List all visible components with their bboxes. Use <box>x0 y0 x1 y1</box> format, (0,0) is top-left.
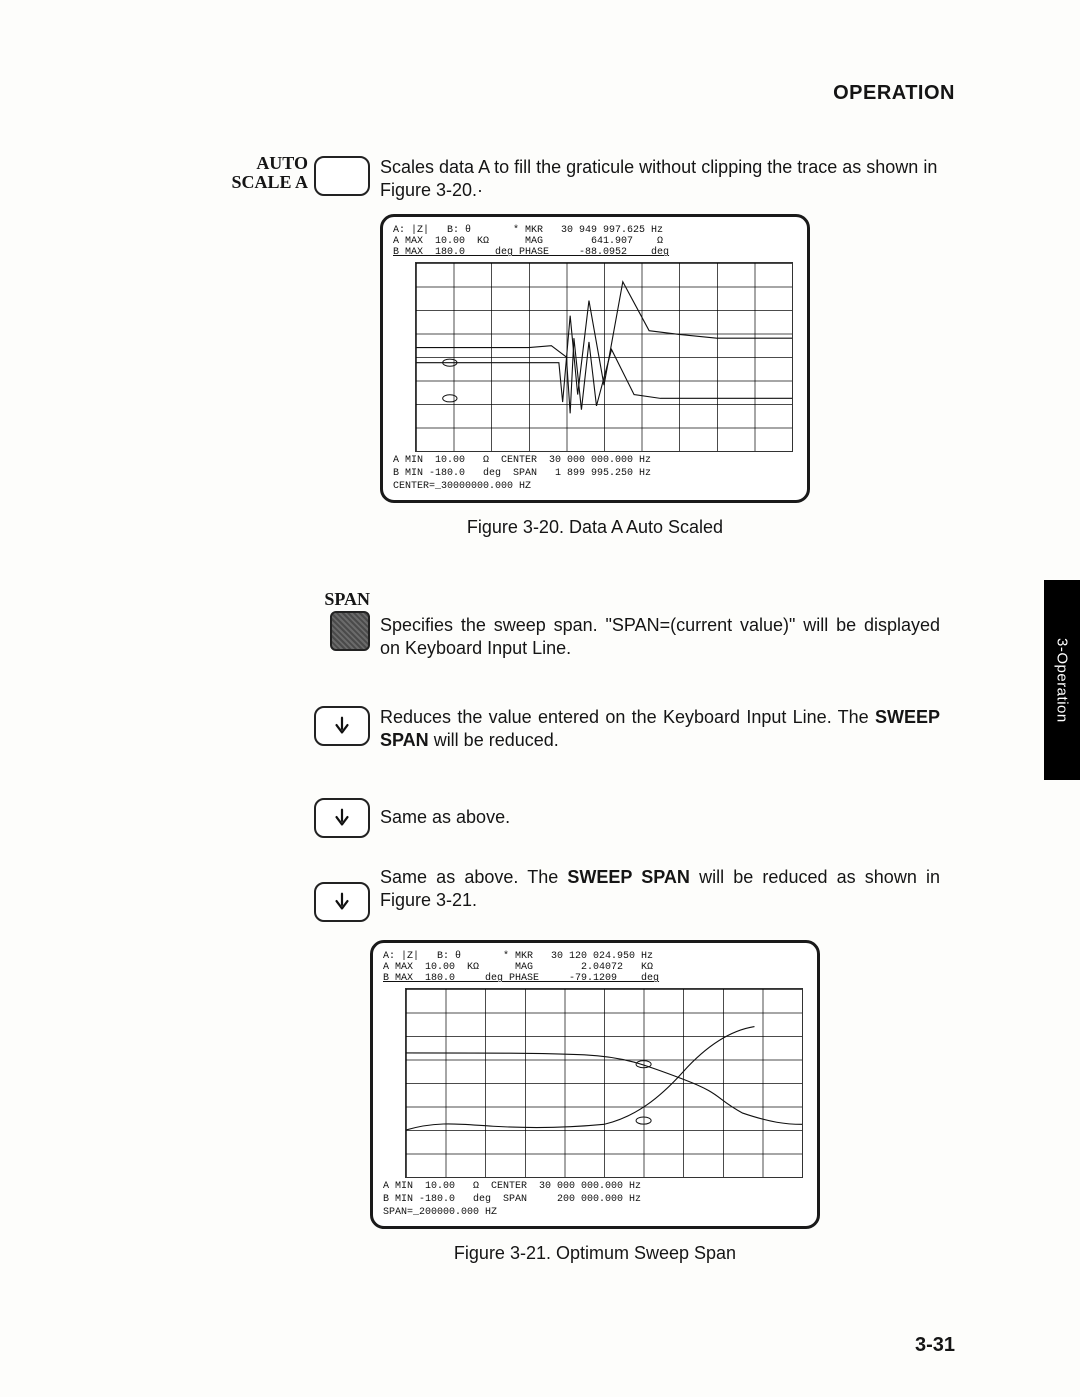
marker-a <box>636 1060 651 1067</box>
scope2-hdr-2: A MAX 10.00 KΩ MAG 2.04072 KΩ <box>383 962 807 973</box>
scope-ftr-3: CENTER=_30000000.000 HZ <box>393 481 797 492</box>
scope2-ftr-1: A MIN 10.00 Ω CENTER 30 000 000.000 Hz <box>383 1181 807 1192</box>
scope-traces <box>416 263 792 451</box>
blank-key-icon <box>314 156 370 196</box>
arrow-down-icon <box>314 798 370 838</box>
scope2-traces <box>406 989 802 1177</box>
scope2-ftr-3: SPAN=_200000.000 HZ <box>383 1207 807 1218</box>
key-label-line1: AUTO <box>231 154 308 173</box>
scope-plot <box>415 262 793 452</box>
scope2-plot-wrap <box>383 988 807 1178</box>
desc-span: Specifies the sweep span. "SPAN=(current… <box>380 614 940 660</box>
desc-down-3-a: Same as above. The <box>380 867 567 887</box>
scope2-ftr-2: B MIN -180.0 deg SPAN 200 000.000 Hz <box>383 1194 807 1205</box>
row-down-2: Same as above. <box>170 798 940 838</box>
desc-down-3: Same as above. The SWEEP SPAN will be re… <box>380 866 940 912</box>
marker-b <box>443 394 457 401</box>
key-down-1 <box>170 706 380 746</box>
scope2-hdr-1: A: |Z| B: θ * MKR 30 120 024.950 Hz <box>383 951 807 962</box>
arrow-down-icon <box>314 882 370 922</box>
trace-a <box>416 281 792 401</box>
scope-3-21: A: |Z| B: θ * MKR 30 120 024.950 Hz A MA… <box>370 940 820 1229</box>
caption-3-21: Figure 3-21. Optimum Sweep Span <box>370 1243 820 1264</box>
scope2-plot <box>405 988 803 1178</box>
page: OPERATION 3-Operation AUTO SCALE A Scale… <box>0 0 1080 1397</box>
section-header: OPERATION <box>833 82 955 105</box>
key-span: SPAN <box>170 590 380 651</box>
row-down-3: Same as above. The SWEEP SPAN will be re… <box>170 866 940 922</box>
key-down-3 <box>170 882 380 922</box>
scope-ftr-1: A MIN 10.00 Ω CENTER 30 000 000.000 Hz <box>393 455 797 466</box>
page-number: 3-31 <box>915 1334 955 1357</box>
row-auto-scale-a: AUTO SCALE A Scales data A to fill the g… <box>170 156 940 202</box>
marker-b <box>636 1117 651 1124</box>
trace-a <box>406 1052 802 1123</box>
desc-down-1: Reduces the value entered on the Keyboar… <box>380 706 940 752</box>
scope-hdr-2: A MAX 10.00 KΩ MAG 641.907 Ω <box>393 236 797 247</box>
scope-ftr-2: B MIN -180.0 deg SPAN 1 899 995.250 Hz <box>393 468 797 479</box>
trace-b <box>416 338 792 413</box>
key-down-2 <box>170 798 380 838</box>
desc-down-2: Same as above. <box>380 806 940 829</box>
trace-b <box>406 1026 754 1129</box>
row-span: SPAN Specifies the sweep span. "SPAN=(cu… <box>170 590 940 660</box>
arrow-down-icon <box>314 706 370 746</box>
key-auto-scale-a: AUTO SCALE A <box>170 156 380 196</box>
scope2-hdr-3: B MAX 180.0 deg PHASE -79.1209 deg <box>383 973 807 984</box>
scope-hdr-1: A: |Z| B: θ * MKR 30 949 997.625 Hz <box>393 225 797 236</box>
scope-3-20: A: |Z| B: θ * MKR 30 949 997.625 Hz A MA… <box>380 214 810 503</box>
figure-3-20: A: |Z| B: θ * MKR 30 949 997.625 Hz A MA… <box>380 214 810 538</box>
scope-hdr-3: B MAX 180.0 deg PHASE -88.0952 deg <box>393 247 797 258</box>
key-span-label: SPAN <box>324 590 370 609</box>
figure-3-21: A: |Z| B: θ * MKR 30 120 024.950 Hz A MA… <box>370 940 820 1264</box>
desc-auto-scale-a: Scales data A to fill the graticule with… <box>380 156 940 202</box>
caption-3-20: Figure 3-20. Data A Auto Scaled <box>380 517 810 538</box>
dark-key-icon <box>330 611 370 651</box>
scope-plot-wrap <box>393 262 797 452</box>
desc-down-3-bold: SWEEP SPAN <box>567 867 690 887</box>
desc-down-1-a: Reduces the value entered on the Keyboar… <box>380 707 875 727</box>
row-down-1: Reduces the value entered on the Keyboar… <box>170 706 940 752</box>
chapter-tab: 3-Operation <box>1044 580 1080 780</box>
desc-down-1-b: will be reduced. <box>429 730 559 750</box>
key-label-line2: SCALE A <box>231 173 308 192</box>
chapter-tab-label: 3-Operation <box>1054 638 1071 723</box>
